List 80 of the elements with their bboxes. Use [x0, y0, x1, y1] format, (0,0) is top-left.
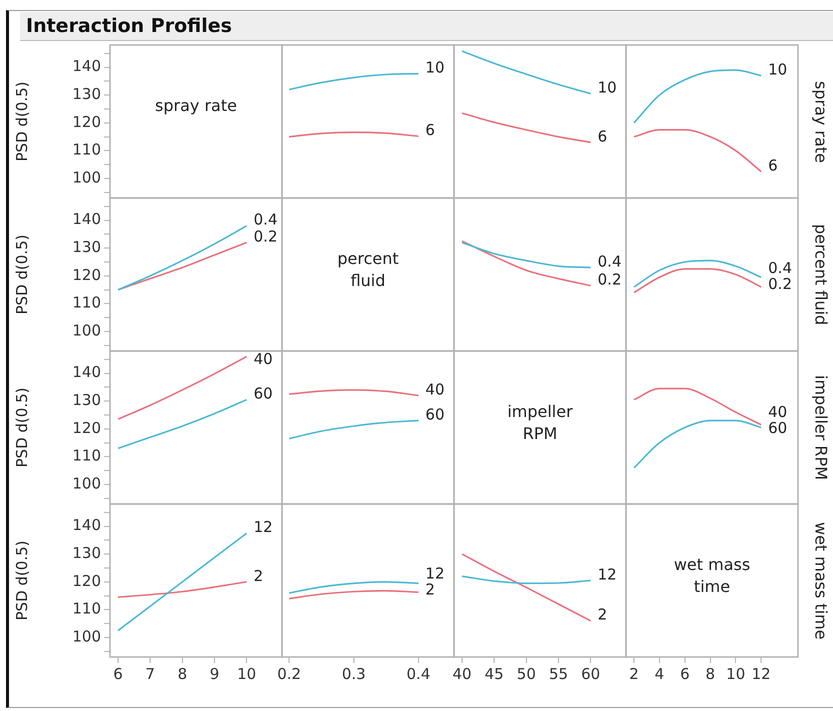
series-label: 6 — [768, 156, 778, 174]
y-tick-label: 100 — [72, 168, 101, 186]
y-tick-label: 130 — [72, 390, 101, 409]
y-tick-label: 110 — [72, 600, 101, 618]
x-tick-label: 9 — [210, 664, 220, 683]
annotation: spray rate — [154, 95, 238, 117]
series-label: 0.2 — [598, 270, 622, 289]
y-tick-label: 130 — [72, 544, 101, 562]
series-label: 0.2 — [254, 227, 278, 246]
y2-axis-title: percent fluid — [812, 224, 830, 326]
series-label: 40 — [768, 403, 788, 421]
x-tick-label: 0.4 — [406, 664, 430, 683]
text: percent fluid — [336, 248, 400, 292]
x-tick-label: 10 — [237, 664, 256, 683]
line-series — [117, 356, 248, 420]
y-axis-title: PSD d(0.5) — [12, 388, 31, 468]
y-tick-label: 130 — [72, 238, 101, 256]
y-tick-label: 140 — [72, 363, 101, 382]
x-tick-label: 2 — [629, 664, 639, 683]
text: impeller RPM — [506, 401, 574, 445]
series-label: 0.4 — [254, 210, 278, 229]
x-tick-label: 6 — [113, 664, 123, 683]
y-tick-label: 110 — [72, 294, 101, 312]
series-label: 60 — [768, 419, 788, 437]
y-tick-label: 120 — [72, 266, 101, 284]
series-label: 0.4 — [598, 252, 622, 270]
series-label: 0.4 — [768, 259, 792, 278]
series-label: 12 — [425, 564, 445, 583]
x-tick-label: 10 — [726, 664, 746, 683]
x-tick-label: 0.2 — [277, 664, 302, 683]
series-label: 10 — [425, 58, 445, 77]
x-tick-label: 12 — [752, 664, 771, 683]
line-series — [117, 398, 248, 450]
series-label: 12 — [598, 565, 617, 584]
x-tick-label: 0.3 — [342, 664, 366, 683]
x-tick-label: 60 — [581, 664, 600, 683]
series-label: 12 — [254, 518, 273, 536]
series-label: 60 — [254, 384, 273, 403]
annotation: wet mass time — [672, 554, 752, 598]
x-tick-label: 4 — [654, 664, 664, 683]
y-tick-label: 120 — [72, 418, 101, 437]
y-tick-label: 140 — [72, 210, 101, 228]
y-tick-label: 100 — [72, 321, 101, 340]
x-tick-label: 45 — [484, 664, 504, 683]
chart-title: Interaction Profiles — [20, 12, 833, 41]
line-series — [117, 242, 248, 291]
y-tick-label: 110 — [72, 140, 101, 159]
x-tick-label: 50 — [516, 664, 536, 683]
series-label: 6 — [598, 127, 608, 146]
y-tick-label: 110 — [72, 446, 101, 465]
y-axis-title: PSD d(0.5) — [12, 540, 31, 620]
series-label: 10 — [768, 60, 788, 78]
y2-axis-title: spray rate — [812, 80, 830, 162]
x-tick-label: 7 — [145, 664, 155, 683]
x-tick-label: 6 — [680, 664, 690, 683]
series-label: 2 — [254, 566, 264, 585]
y-tick-label: 120 — [72, 572, 101, 590]
y-axis-title: PSD d(0.5) — [12, 82, 31, 162]
x-tick-label: 40 — [452, 664, 472, 683]
line-series — [117, 225, 248, 291]
y-tick-label: 100 — [72, 627, 101, 646]
y-tick-label: 140 — [72, 516, 101, 534]
series-label: 40 — [254, 350, 273, 368]
y2-axis-title: wet mass time — [812, 522, 830, 640]
y-axis-title: PSD d(0.5) — [12, 234, 31, 314]
y-tick-label: 100 — [72, 474, 101, 492]
series-label: 40 — [425, 380, 445, 398]
x-tick-label: 8 — [178, 664, 188, 683]
series-label: 6 — [425, 121, 435, 140]
x-tick-label: 8 — [706, 664, 716, 683]
series-label: 10 — [598, 78, 617, 97]
series-label: 0.2 — [768, 275, 792, 294]
y-tick-label: 120 — [72, 112, 101, 131]
series-label: 60 — [425, 405, 445, 424]
y2-axis-title: impeller RPM — [812, 375, 830, 480]
x-tick-label: 55 — [548, 664, 568, 683]
y-tick-label: 130 — [72, 84, 101, 103]
y-tick-label: 140 — [72, 57, 101, 76]
series-label: 2 — [425, 580, 435, 599]
series-label: 2 — [598, 606, 608, 624]
